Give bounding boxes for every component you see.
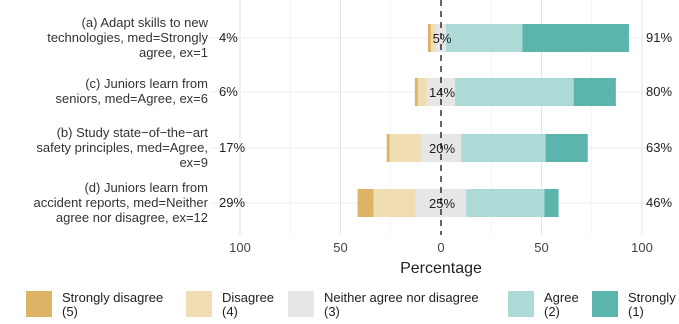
legend-label: Neither agree nor disagree (3) [324,290,479,319]
legend-label: Strongly (1) [628,290,676,319]
bar-1-strongly [522,24,629,52]
legend-swatch [186,291,212,317]
bar-2-disagree [417,78,427,106]
bar-1-strongly-disagree [427,24,431,52]
bar-4-strongly-disagree [357,189,374,217]
bar-3-agree [461,134,546,162]
bar-4-agree [466,189,545,217]
bar-1-disagree [430,24,436,52]
bar-1-agree [446,24,523,52]
right-percent-label: 91% [646,30,673,45]
x-axis-title: Percentage [400,260,482,277]
bar-2-strongly-disagree [414,78,418,106]
x-tick-label: 50 [333,240,348,255]
left-percent-label: 4% [219,30,238,45]
row-label: (a) Adapt skills to new technologies, med… [47,14,208,60]
x-tick-label: 100 [229,240,251,255]
neutral-percent-label: 20% [429,141,455,156]
bar-2-agree [455,78,574,106]
row-label: (b) Study state−of−the−art safety princip… [36,124,208,170]
neutral-percent-label: 25% [429,196,455,211]
neutral-percent-label: 5% [433,31,452,46]
bar-3-strongly-disagree [386,134,390,162]
row-label: (d) Juniors learn from accident reports, … [33,179,208,225]
legend-swatch [592,291,618,317]
x-tick-label: 50 [534,240,549,255]
x-tick-label: 0 [437,240,445,255]
bar-2-strongly [573,78,616,106]
right-percent-label: 80% [646,84,673,99]
legend-label: Agree (2) [544,290,579,319]
bar-4-strongly [544,189,559,217]
row-label: (c) Juniors learn from seniors, med=Agree… [55,76,208,106]
bar-3-disagree [389,134,421,162]
right-percent-label: 46% [646,195,673,210]
left-percent-label: 17% [219,140,246,155]
bar-3-strongly [545,134,588,162]
neutral-percent-label: 14% [429,85,455,100]
legend-label: Strongly disagree (5) [62,290,164,319]
legend-swatch [508,291,534,317]
x-tick-label: 100 [631,240,653,255]
right-percent-label: 63% [646,140,673,155]
legend-label: Disagree (4) [222,290,275,319]
legend-swatch [26,291,52,317]
left-percent-label: 29% [219,195,246,210]
left-percent-label: 6% [219,84,238,99]
bar-4-disagree [373,189,416,217]
legend-swatch [288,291,314,317]
